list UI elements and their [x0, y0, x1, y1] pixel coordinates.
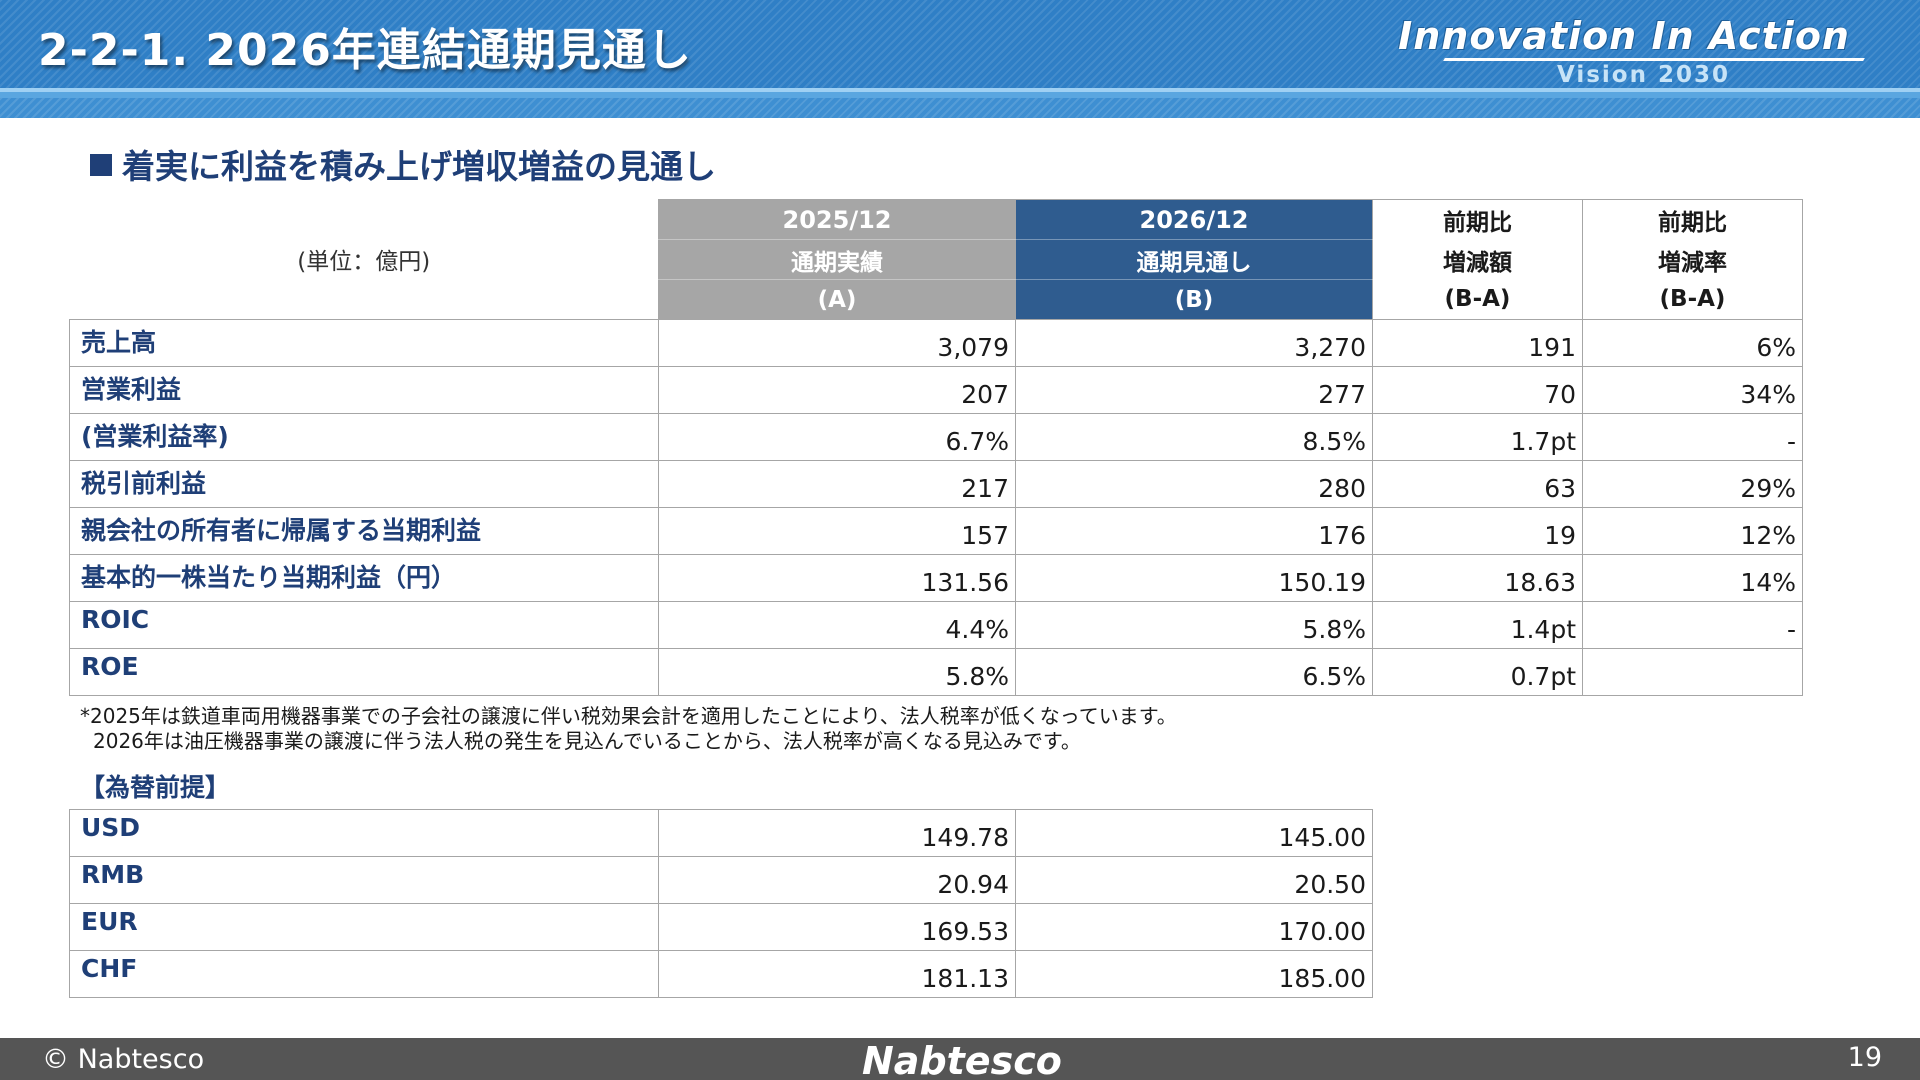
cell-actual: 207: [658, 366, 1016, 414]
row-label: 親会社の所有者に帰属する当期利益: [69, 507, 659, 555]
cell-change-rate: -: [1582, 413, 1803, 461]
row-label: 売上高: [69, 319, 659, 367]
col-a-code: (A): [658, 279, 1016, 320]
cell-change-rate: 12%: [1582, 507, 1803, 555]
cell-forecast: 280: [1015, 460, 1373, 508]
cell-forecast: 176: [1015, 507, 1373, 555]
table-row: CHF 181.13 185.00: [69, 950, 1373, 998]
table-row: EUR 169.53 170.00: [69, 903, 1373, 951]
row-label: ROIC: [69, 601, 659, 649]
table-row: ROIC 4.4% 5.8% 1.4pt -: [69, 601, 1803, 649]
cell-change-amount: 0.7pt: [1372, 648, 1583, 696]
cell-change-amount: 18.63: [1372, 554, 1583, 602]
row-label: 基本的一株当たり当期利益（円）: [69, 554, 659, 602]
cell-change-rate: 34%: [1582, 366, 1803, 414]
col-a-type: 通期実績: [658, 239, 1016, 280]
row-label: (営業利益率): [69, 413, 659, 461]
col-b-period: 2026/12: [1015, 199, 1373, 240]
col-b-type: 通期見通し: [1015, 239, 1373, 280]
cell-forecast: 20.50: [1015, 856, 1373, 904]
section-heading-text: 着実に利益を積み上げ増収増益の見通し: [122, 147, 716, 186]
cell-change-amount: 191: [1372, 319, 1583, 367]
cell-forecast: 150.19: [1015, 554, 1373, 602]
col-d-header-1: 前期比: [1582, 199, 1803, 240]
page-number: 19: [1847, 1042, 1882, 1073]
cell-change-amount: 19: [1372, 507, 1583, 555]
currency-label: RMB: [69, 856, 659, 904]
cell-forecast: 5.8%: [1015, 601, 1373, 649]
header-divider: [0, 88, 1920, 92]
col-a-period: 2025/12: [658, 199, 1016, 240]
col-d-header-2: 増減率: [1582, 239, 1803, 280]
row-label: 税引前利益: [69, 460, 659, 508]
square-bullet-icon: [90, 154, 112, 176]
table-row: 基本的一株当たり当期利益（円） 131.56 150.19 18.63 14%: [69, 554, 1803, 602]
fx-table: USD 149.78 145.00 RMB 20.94 20.50 EUR 16…: [69, 809, 1373, 998]
cell-actual: 4.4%: [658, 601, 1016, 649]
cell-actual: 157: [658, 507, 1016, 555]
cell-change-amount: 1.7pt: [1372, 413, 1583, 461]
slogan-subtext: Vision 2030: [1556, 62, 1730, 88]
section-heading: 着実に利益を積み上げ増収増益の見通し: [90, 140, 716, 188]
col-c-header-1: 前期比: [1372, 199, 1583, 240]
forecast-table: (単位：億円) 2025/12 2026/12 前期比 前期比 通期実績 通期見…: [69, 199, 1803, 696]
cell-actual: 5.8%: [658, 648, 1016, 696]
footnote-line-2: 2026年は油圧機器事業の譲渡に伴う法人税の発生を見込んでいることから、法人税率…: [93, 729, 1081, 753]
copyright-text: © Nabtesco: [42, 1044, 205, 1075]
cell-actual: 181.13: [658, 950, 1016, 998]
col-c-header-3: (B-A): [1372, 279, 1583, 320]
cell-actual: 131.56: [658, 554, 1016, 602]
cell-forecast: 277: [1015, 366, 1373, 414]
cell-change-amount: 1.4pt: [1372, 601, 1583, 649]
col-c-header-2: 増減額: [1372, 239, 1583, 280]
cell-actual: 20.94: [658, 856, 1016, 904]
slogan-underline: [1443, 58, 1865, 61]
col-b-code: (B): [1015, 279, 1373, 320]
brand-slogan: Innovation In Action Vision 2030: [1398, 6, 1890, 88]
table-row: ROE 5.8% 6.5% 0.7pt: [69, 648, 1803, 696]
header-stripe: [0, 98, 1920, 118]
footnote-line-1: *2025年は鉄道車両用機器事業での子会社の譲渡に伴い税効果会計を適用したことに…: [80, 704, 1177, 728]
currency-label: USD: [69, 809, 659, 857]
company-logo: Nabtesco: [862, 1039, 1062, 1080]
cell-change-rate: 29%: [1582, 460, 1803, 508]
row-label: ROE: [69, 648, 659, 696]
cell-actual: 169.53: [658, 903, 1016, 951]
cell-change-amount: 70: [1372, 366, 1583, 414]
footer-bar: © Nabtesco Nabtesco 19: [0, 1038, 1920, 1080]
cell-change-rate: -: [1582, 601, 1803, 649]
cell-forecast: 185.00: [1015, 950, 1373, 998]
cell-actual: 3,079: [658, 319, 1016, 367]
cell-actual: 149.78: [658, 809, 1016, 857]
table-row: 親会社の所有者に帰属する当期利益 157 176 19 12%: [69, 507, 1803, 555]
col-d-header-3: (B-A): [1582, 279, 1803, 320]
currency-label: CHF: [69, 950, 659, 998]
header-divider-2: [0, 92, 1920, 98]
table-row: 税引前利益 217 280 63 29%: [69, 460, 1803, 508]
table-row: 営業利益 207 277 70 34%: [69, 366, 1803, 414]
table-row: (営業利益率) 6.7% 8.5% 1.7pt -: [69, 413, 1803, 461]
row-label: 営業利益: [69, 366, 659, 414]
cell-change-rate: [1582, 648, 1803, 696]
table-row: RMB 20.94 20.50: [69, 856, 1373, 904]
cell-actual: 6.7%: [658, 413, 1016, 461]
cell-change-rate: 14%: [1582, 554, 1803, 602]
cell-forecast: 6.5%: [1015, 648, 1373, 696]
table-row: USD 149.78 145.00: [69, 809, 1373, 857]
header-band: [0, 0, 1920, 92]
table-row: 売上高 3,079 3,270 191 6%: [69, 319, 1803, 367]
slogan-text: Innovation In Action: [1398, 14, 1850, 58]
footnote: *2025年は鉄道車両用機器事業での子会社の譲渡に伴い税効果会計を適用したことに…: [80, 704, 1177, 754]
cell-forecast: 3,270: [1015, 319, 1373, 367]
unit-label: (単位：億円): [297, 249, 431, 276]
cell-change-amount: 63: [1372, 460, 1583, 508]
cell-forecast: 8.5%: [1015, 413, 1373, 461]
fx-assumption-title: 【為替前提】: [80, 773, 231, 802]
cell-change-rate: 6%: [1582, 319, 1803, 367]
currency-label: EUR: [69, 903, 659, 951]
page-title: 2-2-1. 2026年連結通期見通し: [38, 25, 692, 76]
cell-forecast: 170.00: [1015, 903, 1373, 951]
cell-actual: 217: [658, 460, 1016, 508]
cell-forecast: 145.00: [1015, 809, 1373, 857]
